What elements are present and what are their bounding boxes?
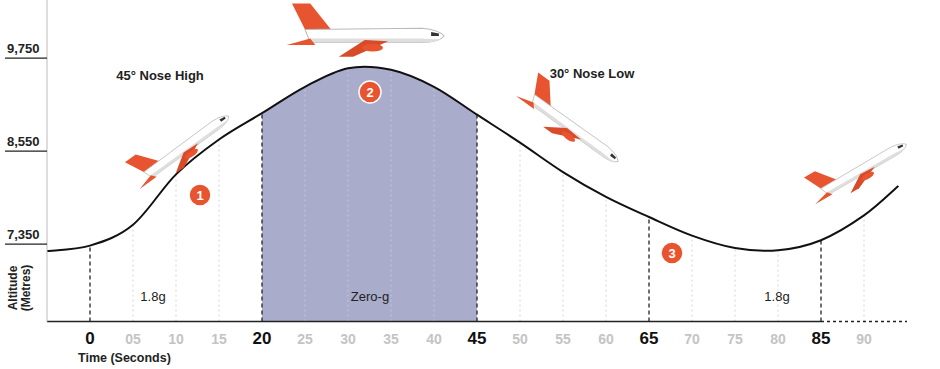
x-tick-label: 35 — [383, 331, 399, 347]
x-tick-label: 75 — [727, 331, 743, 347]
grid-line — [391, 70, 392, 322]
aircraft-engine — [860, 170, 875, 182]
x-tick-label: 0 — [85, 329, 94, 348]
aircraft-icon — [122, 97, 238, 196]
x-tick-label: 70 — [684, 331, 700, 347]
annotation: Zero-g — [351, 289, 389, 304]
aircraft-wing — [543, 116, 581, 149]
phase-boundary — [820, 240, 821, 321]
phase-marker-label: 2 — [366, 85, 373, 100]
aircraft-engine — [184, 147, 200, 161]
aircraft-cockpit — [219, 116, 225, 122]
annotation: 45° Nose High — [116, 68, 204, 83]
annotation: 30° Nose Low — [550, 66, 636, 81]
y-tick — [5, 58, 47, 59]
phase-boundary — [89, 246, 90, 322]
x-axis-title: Time (Seconds) — [78, 351, 171, 365]
aircraft-stabilizer — [137, 173, 157, 189]
aircraft-wing — [339, 40, 388, 57]
grid-line — [606, 197, 607, 322]
grid-line — [133, 225, 134, 322]
y-axis-line — [47, 0, 48, 322]
aircraft-icon — [801, 125, 914, 211]
aircraft-body — [305, 28, 444, 42]
grid-line — [520, 143, 521, 322]
aircraft-belly — [827, 147, 907, 195]
zero-g-region — [262, 67, 477, 322]
x-tick-label: 40 — [426, 331, 442, 347]
aircraft-icon — [511, 70, 633, 174]
aircraft-icon — [287, 4, 444, 57]
grid-line — [219, 139, 220, 321]
y-tick-label: 9,750 — [7, 41, 40, 56]
x-tick-label: 30 — [340, 331, 356, 347]
phase-marker — [189, 184, 211, 206]
x-tick-label: 90 — [856, 331, 872, 347]
phase-boundary — [476, 115, 477, 322]
x-tick-label: 85 — [812, 329, 831, 348]
x-tick-label: 65 — [640, 329, 659, 348]
aircraft-stabilizer — [516, 92, 537, 109]
grid-line — [864, 215, 865, 321]
phase-boundary — [648, 217, 649, 322]
x-tick-label: 45 — [468, 329, 487, 348]
aircraft-stabilizer — [813, 190, 832, 204]
x-tick-label: 50 — [512, 331, 528, 347]
zero-g-group — [262, 67, 477, 322]
phase-marker-label: 1 — [196, 188, 203, 203]
grid-line — [563, 172, 564, 322]
annotation: 1.8g — [140, 289, 165, 304]
phase-marker — [359, 81, 381, 103]
x-tick-label: 20 — [253, 329, 272, 348]
annotation: 1.8g — [764, 289, 789, 304]
aircraft-belly — [532, 103, 615, 165]
aircraft-wing — [168, 142, 204, 173]
aircraft-body — [143, 112, 231, 180]
phase-boundary — [261, 113, 262, 321]
y-axis-title: Altitude(Metres) — [6, 265, 33, 312]
aircraft-body — [529, 94, 622, 166]
aircraft-tail — [292, 4, 331, 30]
x-axis-line-dotted — [821, 321, 907, 323]
aircraft-body — [820, 140, 908, 197]
y-tick — [5, 244, 47, 245]
y-tick — [5, 151, 47, 152]
x-axis-line — [47, 321, 821, 323]
grid-line — [434, 87, 435, 322]
altitude-curve — [47, 67, 898, 251]
grid-line — [305, 87, 306, 322]
aircraft-wing — [845, 166, 880, 193]
y-tick-label: 8,550 — [7, 134, 40, 149]
phase-marker-label: 3 — [668, 246, 675, 261]
x-tick-label: 60 — [598, 331, 614, 347]
grid-line — [692, 236, 693, 322]
phase-marker — [661, 242, 683, 264]
x-tick-label: 10 — [168, 331, 184, 347]
chart-root: 0 05 10 15 20 25 30 35 40 45 50 55 60 65 70 75 80 85 90 7,3… — [0, 0, 940, 369]
x-tick-label: 25 — [297, 331, 313, 347]
aircraft-engine — [362, 44, 383, 52]
x-tick-label: 15 — [211, 331, 227, 347]
grid-line — [778, 250, 779, 321]
grid-line — [348, 68, 349, 321]
aircraft-stabilizer — [287, 39, 316, 46]
chart-svg: 0 05 10 15 20 25 30 35 40 45 50 55 60 65 70 75 80 85 90 7,3… — [0, 0, 940, 369]
x-tick-label: 55 — [555, 331, 571, 347]
aircraft-belly — [151, 119, 230, 178]
y-axis-title-line: (Metres) — [19, 265, 33, 312]
plot-area — [47, 67, 898, 322]
y-tick-label: 7,350 — [7, 227, 40, 242]
grid-line — [735, 248, 736, 322]
aircraft-engine — [560, 129, 576, 143]
aircraft-cockpit — [610, 153, 617, 159]
x-tick-label: 05 — [125, 331, 141, 347]
aircraft-cockpit — [897, 144, 903, 149]
y-axis-title-line: Altitude — [6, 265, 20, 310]
aircraft-cockpit — [431, 32, 439, 36]
grid-line — [176, 174, 177, 321]
x-tick-label: 80 — [770, 331, 786, 347]
